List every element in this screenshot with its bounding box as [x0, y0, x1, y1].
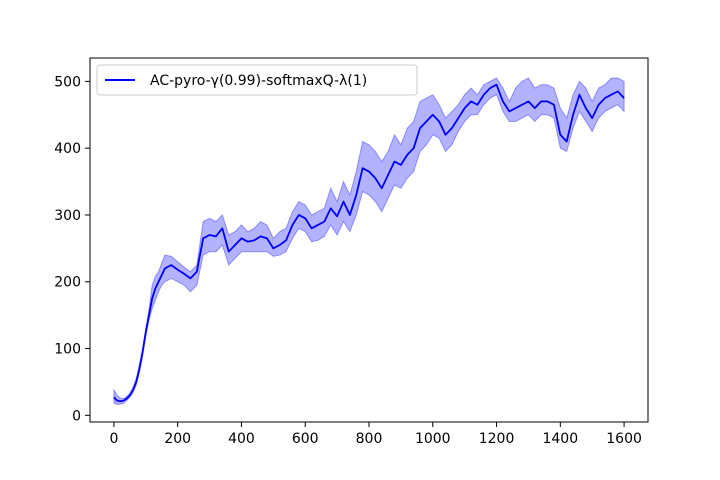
legend-label: AC-pyro-γ(0.99)-softmaxQ-λ(1)	[150, 73, 367, 89]
x-tick-label: 1400	[542, 431, 578, 447]
legend-box	[96, 64, 418, 96]
plot-area	[113, 77, 625, 406]
y-tick-label: 500	[54, 74, 81, 90]
y-tick-label: 400	[54, 141, 81, 157]
x-tick-label: 800	[356, 431, 383, 447]
y-tick-label: 0	[72, 408, 81, 424]
x-tick-label: 1000	[415, 431, 451, 447]
x-tick-label: 0	[109, 431, 118, 447]
series-line-0	[113, 83, 625, 403]
y-axis: 0 100 200 300 400 500	[54, 74, 90, 424]
series-band-0	[113, 77, 625, 406]
x-tick-label: 600	[292, 431, 319, 447]
axes-frame	[89, 57, 649, 423]
x-tick-label: 1200	[479, 431, 515, 447]
x-axis: 0 200 400 600 800 1000 1200 1400 1600	[109, 422, 642, 447]
x-tick-label: 200	[164, 431, 191, 447]
legend: AC-pyro-γ(0.99)-softmaxQ-λ(1)	[96, 64, 418, 96]
y-tick-label: 200	[54, 275, 81, 291]
x-tick-label: 1600	[606, 431, 642, 447]
y-tick-label: 300	[54, 208, 81, 224]
y-tick-label: 100	[54, 342, 81, 358]
x-tick-label: 400	[228, 431, 255, 447]
